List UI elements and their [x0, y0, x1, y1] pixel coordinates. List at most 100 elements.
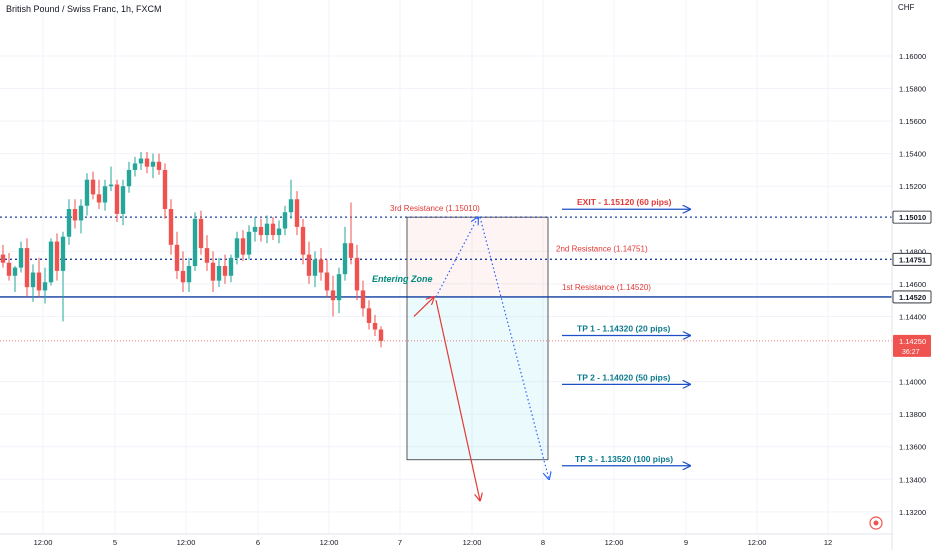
candle-body: [120, 186, 126, 214]
candle-body: [288, 199, 294, 213]
dotted-down-arrow: [479, 217, 549, 479]
resistance-levels: 3rd Resistance (1.15010) 2nd Resistance (…: [0, 204, 892, 342]
tp2-label: TP 2 - 1.14020 (50 pips): [577, 372, 671, 382]
candle-body: [360, 290, 366, 309]
price-tick-label: 1.14800: [899, 247, 926, 256]
price-tick-label: 1.13800: [899, 410, 926, 419]
candle-body: [66, 209, 72, 237]
price-tick-label: 1.15800: [899, 85, 926, 94]
candle-body: [252, 226, 258, 232]
current-price-text: 1.14250: [899, 337, 926, 346]
candle-body: [282, 212, 288, 229]
currency-label: CHF: [898, 3, 915, 12]
countdown-text: 36:27: [902, 349, 920, 356]
candle-body: [42, 282, 48, 291]
candle-body: [114, 184, 120, 214]
annotations: Entering Zone EXIT - 1.15120 (60 pips) TP …: [372, 197, 690, 500]
candle-body: [156, 161, 162, 170]
candle-body: [270, 223, 276, 236]
candle-body: [78, 205, 84, 221]
candle-body: [0, 254, 6, 263]
candle-body: [366, 308, 372, 323]
level-label: 2nd Resistance (1.14751): [556, 244, 648, 253]
candle-body: [318, 259, 324, 273]
candle-body: [48, 241, 54, 283]
candle-body: [258, 226, 264, 236]
candle-body: [294, 199, 300, 227]
candle-body: [36, 272, 42, 291]
price-tick-label: 1.16000: [899, 52, 926, 61]
candle-body: [6, 262, 12, 276]
candle-body: [24, 248, 30, 288]
level-price-badge: [892, 210, 932, 224]
price-tick-label: 1.14000: [899, 378, 926, 387]
candle-body: [204, 248, 210, 263]
candle-body: [144, 158, 150, 167]
candle-body: [240, 238, 246, 255]
exit-label: EXIT - 1.15120 (60 pips): [577, 197, 672, 207]
current-price-badge: [893, 334, 931, 357]
candle-body: [228, 257, 234, 276]
target-zone: [406, 296, 549, 461]
candle-body: [246, 231, 252, 255]
price-tick-label: 1.14600: [899, 280, 926, 289]
candle-body: [12, 267, 18, 276]
price-axis[interactable]: 1.16000 1.15800 1.15600 1.15400 1.15200 1.148…: [891, 0, 932, 550]
candle-body: [150, 161, 156, 167]
candle-body: [108, 184, 114, 187]
entry-arrow: [413, 297, 434, 317]
candle-body: [342, 243, 348, 275]
time-tick-label: 12:00: [605, 538, 624, 547]
stop-zone: [406, 216, 549, 298]
candle-body: [138, 158, 144, 164]
price-tick-label: 1.13200: [899, 508, 926, 517]
level-label: 3rd Resistance (1.15010): [390, 204, 480, 213]
candle-body: [276, 228, 282, 236]
price-axis-bg: [892, 0, 932, 550]
candle-body: [378, 329, 384, 341]
candle-body: [300, 226, 306, 255]
candle-body: [84, 179, 90, 206]
logo-ring: [869, 516, 883, 530]
down-arrow: [435, 300, 480, 500]
time-tick-label: 12:00: [177, 538, 196, 547]
candle-body: [72, 209, 78, 221]
candle-body: [264, 223, 270, 236]
candle-body: [132, 163, 138, 170]
candle-body: [234, 238, 240, 258]
candle-body: [210, 262, 216, 281]
candle-body: [306, 254, 312, 276]
entering-zone-label: Entering Zone: [372, 274, 433, 284]
candle-body: [180, 270, 186, 283]
level-price-text: 1.14751: [899, 255, 926, 264]
candle-body: [30, 272, 36, 288]
symbol-title: British Pound / Swiss Franc, 1h, FXCM: [6, 4, 162, 14]
dotted-up-arrow: [435, 217, 478, 298]
time-tick-label: 6: [256, 538, 260, 547]
price-tick-label: 1.13600: [899, 443, 926, 452]
candle-body: [102, 186, 108, 203]
level-price-text: 1.15010: [899, 213, 926, 222]
chart-logo-icon: [869, 516, 883, 530]
time-tick-label: 7: [398, 538, 402, 547]
candle-body: [330, 290, 336, 301]
candle-body: [348, 243, 354, 258]
logo-dot: [873, 520, 879, 526]
candle-body: [162, 169, 168, 210]
time-tick-label: 12:00: [748, 538, 767, 547]
time-tick-label: 12: [824, 538, 832, 547]
chart-grid: [0, 0, 892, 534]
candlestick-series: [0, 152, 384, 348]
time-tick-label: 9: [684, 538, 688, 547]
level-label: 1st Resistance (1.14520): [562, 283, 651, 292]
price-tick-label: 1.13400: [899, 475, 926, 484]
time-axis[interactable]: 12:00 5 12:00 6 12:00 7 12:00 8 12:00 9 12:00 12: [0, 516, 892, 547]
candle-body: [168, 209, 174, 245]
candle-body: [192, 218, 198, 266]
price-tick-label: 1.15600: [899, 117, 926, 126]
level-price-text: 1.14520: [899, 293, 926, 302]
candle-body: [18, 248, 24, 268]
time-tick-label: 12:00: [463, 538, 482, 547]
candle-body: [186, 266, 192, 283]
